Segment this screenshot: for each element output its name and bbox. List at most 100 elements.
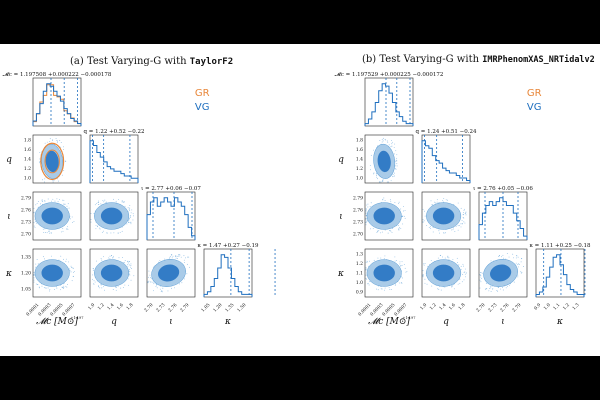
legend-gr: GR bbox=[527, 88, 542, 99]
scatter-point bbox=[63, 286, 65, 288]
x-tick-kappa: 0.9 bbox=[533, 302, 542, 311]
x-axis-label-kappa: κ bbox=[556, 317, 563, 327]
y-tick-iota: 2.76 bbox=[21, 208, 31, 214]
scatter-point bbox=[109, 258, 111, 260]
scatter-point bbox=[403, 263, 405, 265]
scatter-point bbox=[102, 200, 104, 202]
scatter-point bbox=[381, 181, 383, 182]
scatter-point bbox=[509, 284, 511, 286]
scatter-point bbox=[171, 257, 173, 259]
scatter-point bbox=[147, 280, 149, 282]
scatter-point bbox=[438, 230, 440, 232]
scatter-point bbox=[365, 220, 367, 222]
contour-inner-q-kappa bbox=[100, 264, 123, 282]
scatter-point bbox=[96, 225, 98, 227]
scatter-point bbox=[463, 272, 465, 273]
scatter-point bbox=[395, 159, 397, 161]
scatter-point bbox=[115, 286, 117, 288]
scatter-point bbox=[128, 218, 130, 220]
x-axis-label-q: q bbox=[443, 317, 449, 327]
scatter-point bbox=[98, 203, 100, 205]
scatter-point bbox=[102, 286, 104, 288]
scatter-point bbox=[397, 228, 399, 230]
scatter-point bbox=[47, 287, 49, 289]
scatter-point bbox=[460, 226, 462, 228]
scatter-point bbox=[33, 211, 35, 213]
scatter-point bbox=[55, 286, 57, 288]
scatter-point bbox=[33, 272, 35, 274]
scatter-point bbox=[372, 228, 374, 229]
scatter-point bbox=[63, 169, 65, 171]
scatter-point bbox=[437, 257, 439, 259]
scatter-point bbox=[390, 180, 392, 182]
scatter-point bbox=[400, 265, 402, 267]
y-axis-label-kappa: κ bbox=[337, 269, 344, 279]
scatter-point bbox=[464, 213, 466, 215]
scatter-point bbox=[42, 228, 44, 230]
scatter-point bbox=[462, 263, 464, 265]
scatter-point bbox=[370, 228, 372, 230]
y-tick-q: 1.8 bbox=[24, 137, 31, 143]
scatter-point bbox=[43, 258, 45, 260]
scatter-point bbox=[129, 216, 131, 218]
scatter-point bbox=[389, 289, 391, 291]
scatter-point bbox=[127, 265, 129, 267]
scatter-point bbox=[381, 141, 383, 143]
scatter-point bbox=[367, 282, 369, 284]
scatter-point bbox=[33, 212, 35, 214]
scatter-point bbox=[52, 140, 53, 141]
scatter-point bbox=[426, 225, 428, 226]
scatter-point bbox=[33, 275, 35, 276]
scatter-point bbox=[155, 286, 157, 288]
letterbox-bottom bbox=[0, 356, 600, 400]
scatter-point bbox=[57, 180, 59, 182]
scatter-point bbox=[101, 284, 102, 286]
scatter-point bbox=[96, 202, 98, 204]
scatter-point bbox=[98, 200, 100, 202]
scatter-point bbox=[424, 278, 426, 280]
scatter-point bbox=[463, 221, 465, 223]
y-tick-q: 1.2 bbox=[24, 166, 31, 172]
y-tick-q: 1.6 bbox=[24, 147, 31, 153]
contour-inner-q-iota bbox=[100, 207, 123, 225]
contour-inner-Mc-kappa bbox=[373, 264, 395, 282]
scatter-point bbox=[178, 255, 180, 257]
scatter-point bbox=[98, 201, 99, 203]
scatter-point bbox=[115, 289, 117, 291]
scatter-point bbox=[65, 285, 67, 287]
scatter-point bbox=[380, 288, 382, 290]
scatter-point bbox=[110, 232, 112, 234]
scatter-point bbox=[518, 263, 519, 265]
scatter-point bbox=[400, 208, 402, 210]
scatter-point bbox=[73, 270, 75, 272]
scatter-point bbox=[127, 264, 129, 265]
scatter-point bbox=[34, 227, 36, 228]
scatter-point bbox=[175, 257, 177, 259]
scatter-point bbox=[395, 283, 397, 285]
scatter-point bbox=[498, 255, 500, 256]
scatter-point bbox=[480, 271, 482, 273]
scatter-point bbox=[172, 255, 174, 257]
scatter-point bbox=[402, 223, 404, 225]
scatter-point bbox=[52, 139, 54, 141]
scatter-point bbox=[49, 289, 51, 290]
scatter-point bbox=[459, 224, 461, 226]
scatter-point bbox=[118, 199, 119, 201]
scatter-point bbox=[167, 290, 169, 292]
scatter-point bbox=[376, 176, 378, 178]
scatter-point bbox=[184, 257, 186, 259]
scatter-point bbox=[391, 145, 393, 147]
scatter-point bbox=[43, 232, 45, 234]
scatter-point bbox=[113, 232, 115, 234]
scatter-point bbox=[119, 232, 121, 233]
scatter-point bbox=[159, 288, 161, 290]
scatter-point bbox=[395, 160, 397, 162]
scatter-point bbox=[180, 256, 182, 258]
scatter-point bbox=[432, 204, 434, 206]
scatter-point bbox=[402, 277, 403, 279]
scatter-point bbox=[57, 201, 59, 203]
panel-a-corner-plot: 𝓜c = 1.197508 +0.000222 −0.000178 q = 1.2… bbox=[3, 72, 276, 327]
scatter-point bbox=[520, 261, 522, 263]
scatter-point bbox=[424, 263, 426, 265]
